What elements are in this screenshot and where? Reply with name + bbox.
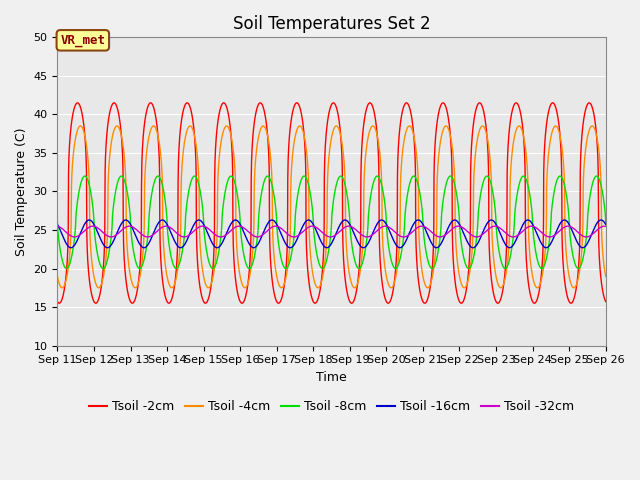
Title: Soil Temperatures Set 2: Soil Temperatures Set 2: [233, 15, 430, 33]
Text: VR_met: VR_met: [60, 34, 106, 47]
Legend: Tsoil -2cm, Tsoil -4cm, Tsoil -8cm, Tsoil -16cm, Tsoil -32cm: Tsoil -2cm, Tsoil -4cm, Tsoil -8cm, Tsoi…: [84, 395, 579, 418]
X-axis label: Time: Time: [316, 371, 347, 384]
Y-axis label: Soil Temperature (C): Soil Temperature (C): [15, 127, 28, 256]
